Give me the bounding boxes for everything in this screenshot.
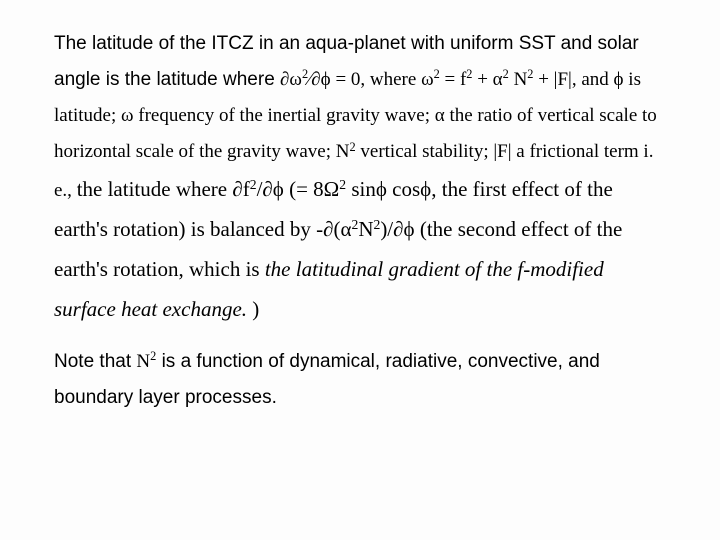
note-N: N bbox=[136, 351, 150, 372]
sup: 2 bbox=[466, 67, 472, 81]
slide-body: The latitude of the ITCZ in an aqua-plan… bbox=[0, 0, 720, 442]
sup: 2 bbox=[434, 67, 440, 81]
bal-part: /∂ϕ (= 8Ω bbox=[257, 177, 340, 201]
bal-part: the latitude where ∂f bbox=[77, 177, 250, 201]
sup: 2 bbox=[250, 177, 257, 192]
spacer bbox=[54, 330, 668, 344]
sup: 2 bbox=[302, 67, 308, 81]
note-line: Note that N2 is a function of dynamical,… bbox=[54, 351, 600, 408]
sup: 2 bbox=[351, 217, 358, 232]
eq-part: + α bbox=[472, 69, 502, 90]
note-part: Note that bbox=[54, 351, 136, 372]
bal-part: N bbox=[358, 217, 373, 241]
sup: 2 bbox=[373, 217, 380, 232]
sup: 2 bbox=[503, 67, 509, 81]
eq-part: N bbox=[509, 69, 527, 90]
sup: 2 bbox=[527, 67, 533, 81]
eq-part: = f bbox=[440, 69, 467, 90]
balance-text: the latitude where ∂f2/∂ϕ (= 8Ω2 sinϕ co… bbox=[54, 177, 622, 321]
sup: 2 bbox=[339, 177, 346, 192]
sup: 2 bbox=[349, 140, 355, 154]
sup: 2 bbox=[150, 349, 156, 363]
eq-part: ∂ω bbox=[280, 69, 302, 90]
def-text: vertical stability; bbox=[356, 141, 489, 162]
bal-part: ) bbox=[247, 297, 259, 321]
def-N: N bbox=[336, 141, 350, 162]
eq-part: ⁄∂ϕ = 0, where ω bbox=[308, 69, 433, 90]
